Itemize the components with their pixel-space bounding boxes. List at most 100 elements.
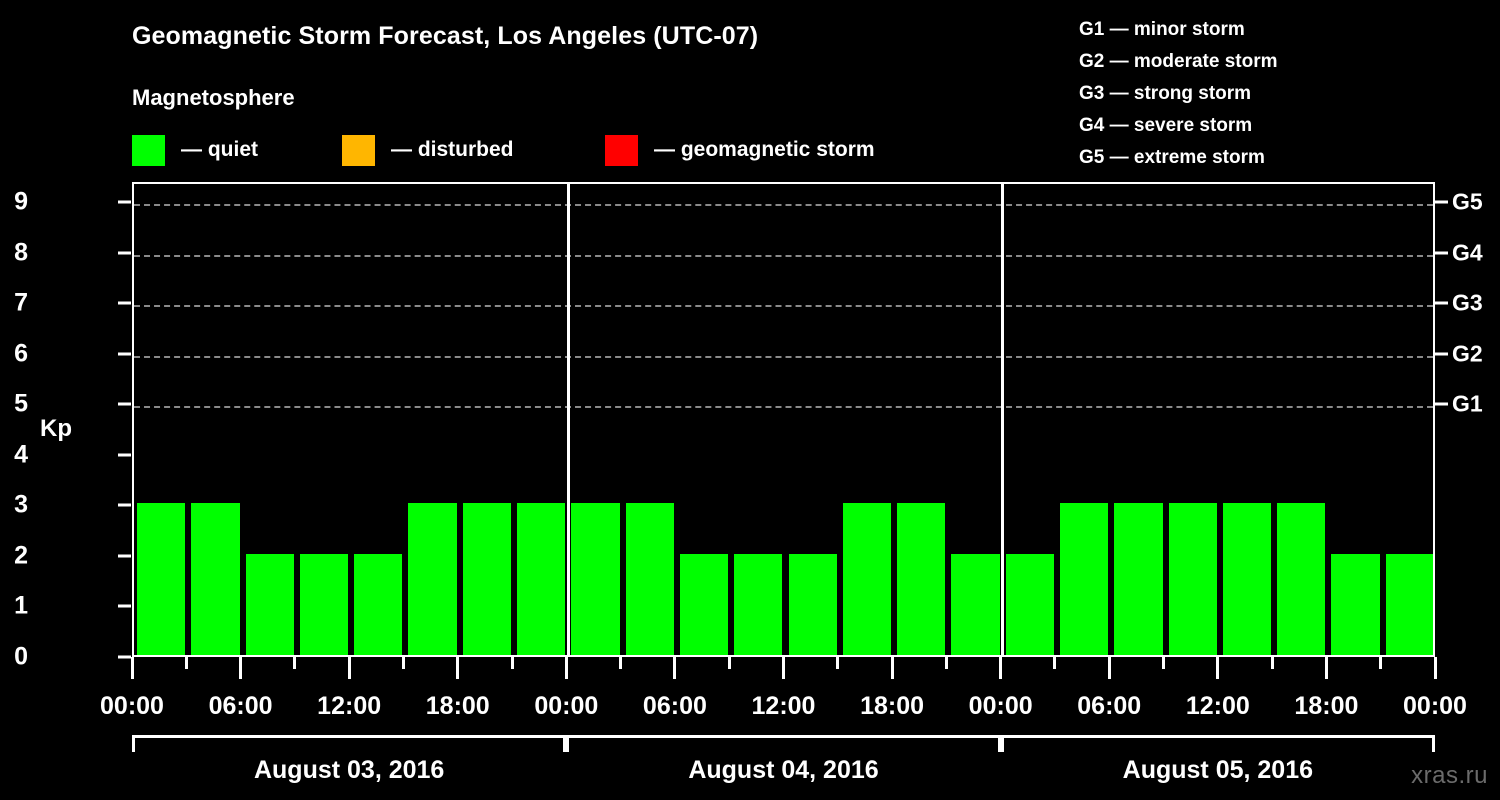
y-tick-label-2: 2 bbox=[14, 541, 28, 570]
bar bbox=[951, 553, 1000, 655]
y-tick-mark-9 bbox=[118, 200, 131, 204]
g-tick-label-G4: G4 bbox=[1452, 239, 1483, 266]
y-tick-mark-4 bbox=[118, 453, 131, 457]
x-tick-label: 06:00 bbox=[1077, 692, 1142, 720]
x-tick-major bbox=[1324, 657, 1328, 679]
watermark: xras.ru bbox=[1411, 762, 1488, 789]
y-tick-label-8: 8 bbox=[14, 238, 28, 267]
x-tick-major bbox=[1433, 657, 1437, 679]
day-separator-1 bbox=[566, 184, 570, 655]
bar bbox=[408, 503, 457, 655]
plot-area bbox=[132, 182, 1435, 657]
bar bbox=[354, 553, 403, 655]
x-tick-major bbox=[456, 657, 460, 679]
x-tick-label: 00:00 bbox=[1403, 692, 1467, 720]
g-legend-row-4: G4 — severe storm bbox=[1079, 115, 1253, 136]
x-tick-major bbox=[130, 657, 134, 679]
bar bbox=[137, 503, 186, 655]
x-tick-minor bbox=[1162, 657, 1166, 669]
x-tick-label: 00:00 bbox=[100, 692, 164, 720]
x-tick-major bbox=[782, 657, 785, 679]
x-tick-minor bbox=[836, 657, 840, 669]
bar bbox=[191, 503, 240, 655]
bar bbox=[1168, 503, 1217, 655]
g-scale-legend: G1 — minor storm G2 — moderate storm G3 — … bbox=[1079, 14, 1278, 174]
y-tick-label-1: 1 bbox=[14, 591, 28, 620]
y-tick-mark-7 bbox=[118, 301, 131, 305]
x-tick-major bbox=[673, 657, 677, 679]
legend-item-disturbed: — disturbed bbox=[342, 133, 514, 167]
bar bbox=[734, 553, 783, 655]
x-tick-major bbox=[1216, 657, 1220, 679]
day-label-3: August 05, 2016 bbox=[1122, 756, 1314, 784]
y-tick-mark-8 bbox=[118, 251, 131, 255]
g-tick-label-G5: G5 bbox=[1452, 188, 1483, 215]
bar bbox=[299, 553, 349, 655]
g-tick-mark-G5 bbox=[1435, 200, 1448, 204]
bar bbox=[679, 553, 729, 655]
x-tick-minor bbox=[1379, 657, 1383, 669]
x-tick-minor bbox=[619, 657, 623, 669]
day-bracket-1 bbox=[132, 735, 567, 752]
g-legend-row-3: G3 — strong storm bbox=[1079, 83, 1252, 104]
x-tick-label: 06:00 bbox=[642, 692, 707, 720]
y-tick-mark-5 bbox=[118, 402, 131, 406]
x-tick-label: 12:00 bbox=[317, 692, 382, 720]
bar bbox=[245, 553, 294, 655]
x-tick-minor bbox=[184, 657, 188, 669]
x-tick-minor bbox=[1053, 657, 1057, 669]
bar bbox=[897, 503, 946, 655]
x-tick-major bbox=[999, 657, 1003, 679]
g-tick-label-G2: G2 bbox=[1452, 340, 1483, 367]
x-tick-major bbox=[564, 657, 568, 679]
bar bbox=[1114, 503, 1163, 655]
legend-item-quiet: — quiet bbox=[132, 133, 258, 167]
g-tick-label-G1: G1 bbox=[1452, 390, 1483, 417]
day-label-2: August 04, 2016 bbox=[688, 756, 879, 784]
x-tick-major bbox=[239, 657, 243, 679]
g-legend-row-5: G5 — extreme storm bbox=[1079, 147, 1265, 168]
y-tick-label-5: 5 bbox=[14, 389, 28, 418]
x-tick-major bbox=[1107, 657, 1111, 679]
y-tick-mark-6 bbox=[118, 352, 131, 356]
x-tick-minor bbox=[944, 657, 948, 669]
gridline-kp-7 bbox=[134, 305, 1433, 308]
plot-inner bbox=[134, 184, 1433, 655]
x-tick-label: 00:00 bbox=[968, 692, 1033, 720]
x-tick-major bbox=[347, 657, 351, 679]
x-tick-minor bbox=[1270, 657, 1274, 669]
x-tick-minor bbox=[293, 657, 297, 669]
bar bbox=[571, 503, 620, 655]
y-tick-label-0: 0 bbox=[14, 642, 28, 671]
y-tick-mark-0 bbox=[118, 655, 131, 659]
x-tick-label: 18:00 bbox=[860, 692, 925, 720]
g-tick-mark-G1 bbox=[1435, 402, 1448, 406]
y-tick-label-9: 9 bbox=[14, 187, 28, 216]
y-tick-label-7: 7 bbox=[14, 288, 28, 317]
day-bracket-3 bbox=[1000, 735, 1435, 752]
bar bbox=[1005, 553, 1054, 655]
bar bbox=[1277, 503, 1326, 655]
x-tick-label: 18:00 bbox=[1294, 692, 1359, 720]
bar bbox=[1059, 503, 1109, 655]
day-bracket-2 bbox=[566, 735, 1001, 752]
magnetosphere-label: Magnetosphere bbox=[132, 85, 295, 110]
y-tick-label-6: 6 bbox=[14, 339, 28, 368]
bar bbox=[1222, 503, 1272, 655]
g-tick-label-G3: G3 bbox=[1452, 289, 1483, 316]
y-tick-mark-3 bbox=[118, 503, 131, 507]
bar bbox=[1385, 553, 1433, 655]
g-legend-row-2: G2 — moderate storm bbox=[1079, 51, 1278, 72]
legend-label-geomagnetic-storm: — geomagnetic storm bbox=[654, 138, 875, 161]
y-tick-mark-1 bbox=[118, 604, 131, 608]
y-tick-label-4: 4 bbox=[14, 440, 28, 469]
x-tick-minor bbox=[510, 657, 514, 669]
bar bbox=[788, 553, 837, 655]
bar bbox=[517, 503, 566, 655]
x-tick-label: 12:00 bbox=[1185, 692, 1250, 720]
x-tick-major bbox=[890, 657, 894, 679]
x-tick-label: 18:00 bbox=[425, 692, 490, 720]
g-tick-mark-G4 bbox=[1435, 251, 1448, 255]
y-tick-label-3: 3 bbox=[14, 490, 28, 519]
gridline-kp-9 bbox=[134, 204, 1433, 207]
